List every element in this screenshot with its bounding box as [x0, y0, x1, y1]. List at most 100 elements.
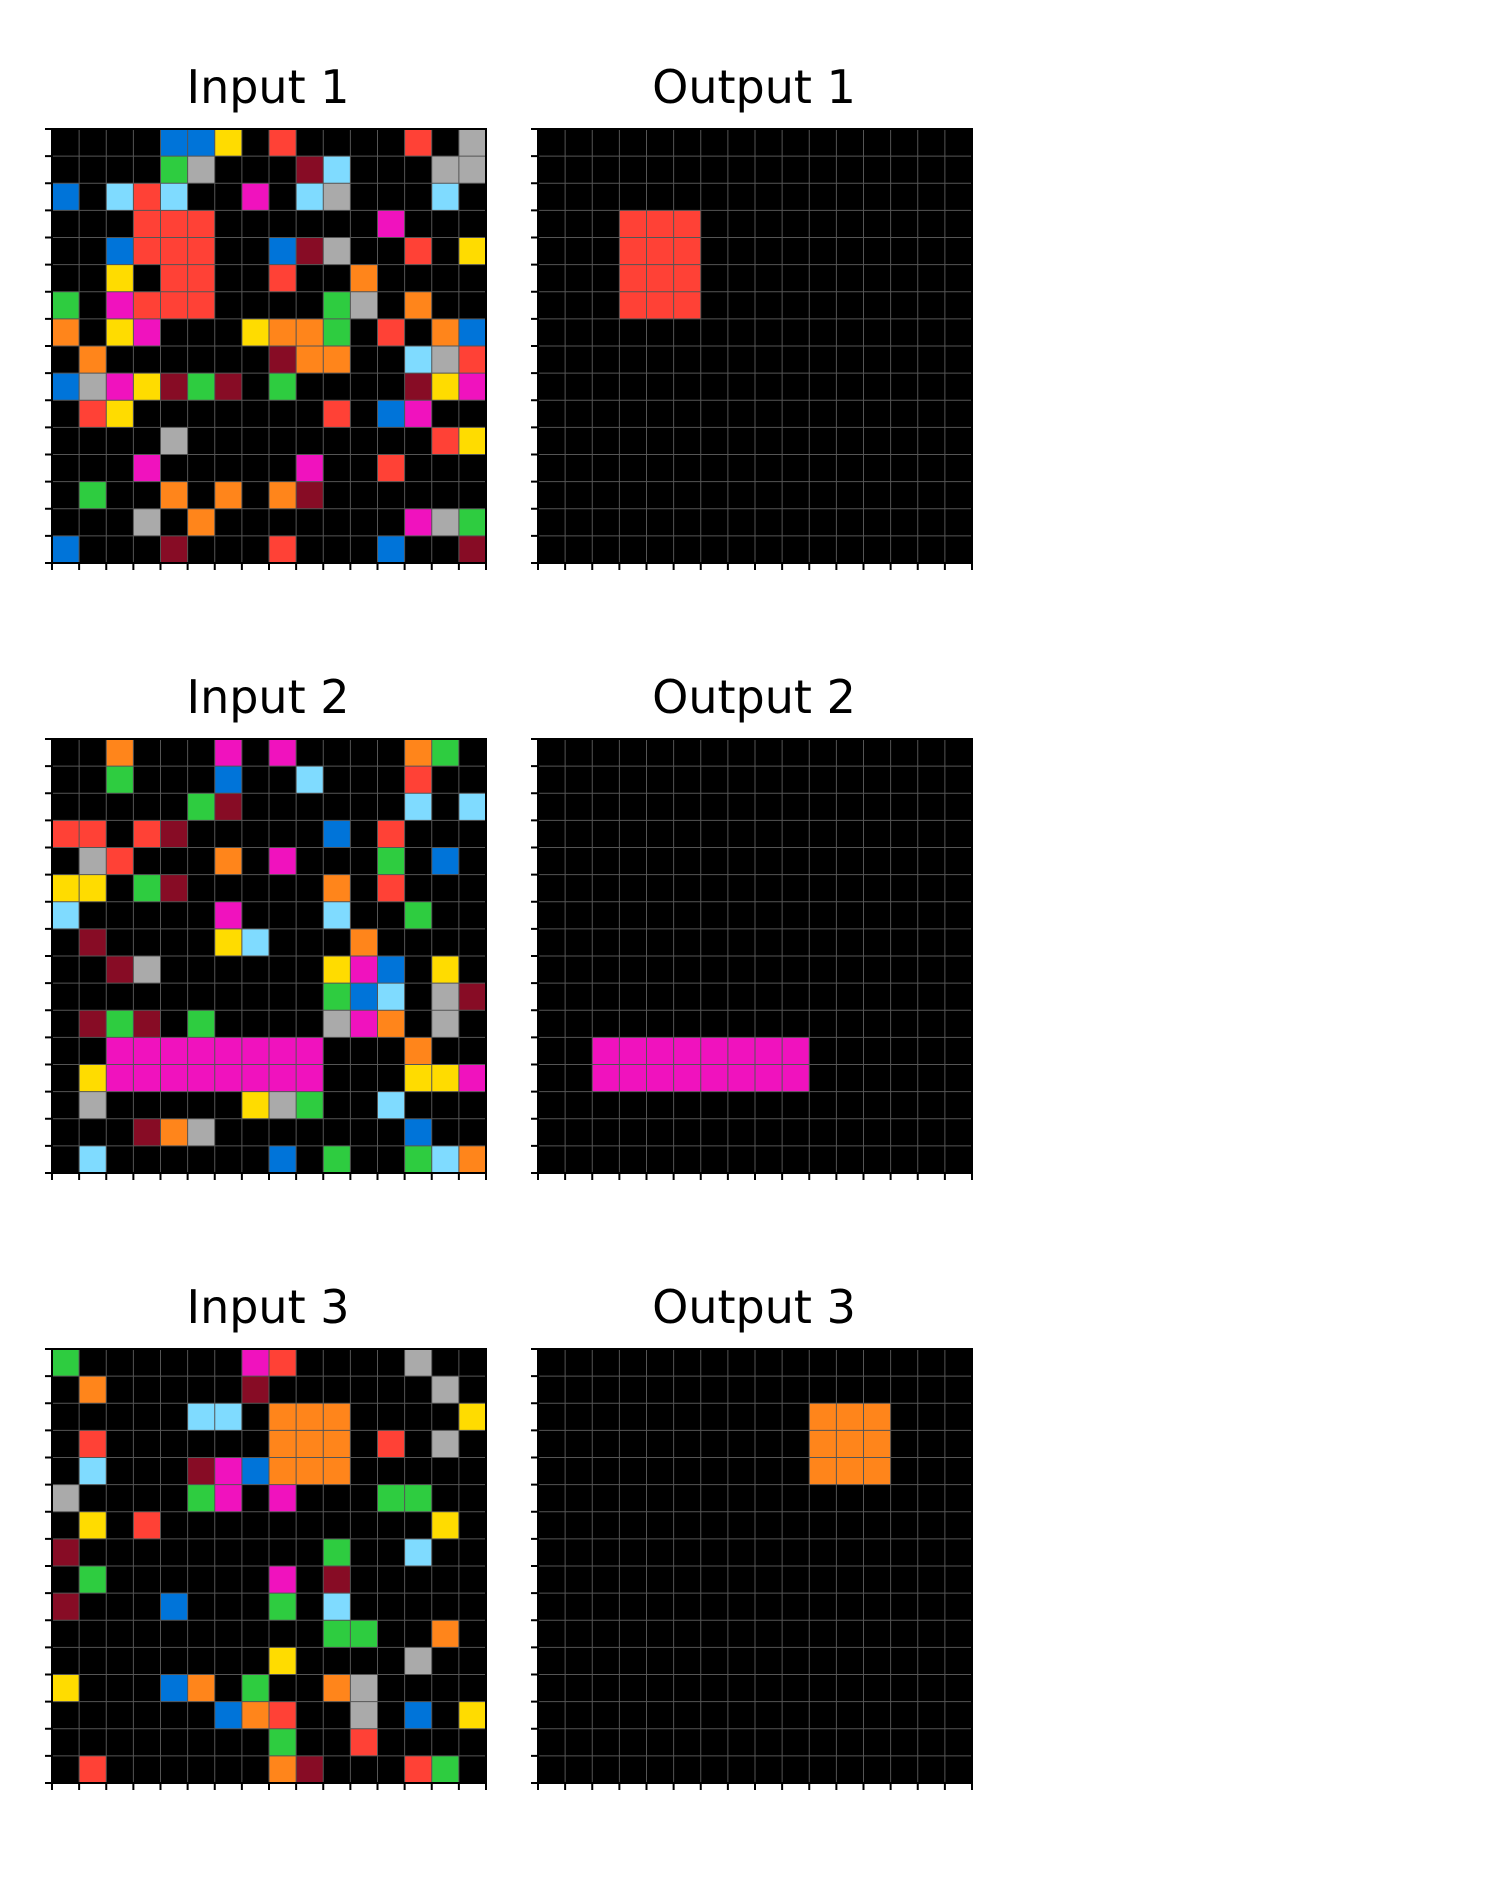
grid-cell — [106, 1010, 134, 1038]
grid-cell — [133, 1037, 161, 1065]
grid-cell — [214, 847, 242, 875]
output-3-title: Output 3 — [652, 1280, 856, 1334]
grid-cell — [52, 318, 80, 346]
grid-cell — [404, 129, 432, 157]
grid-cell — [214, 481, 242, 509]
grid-cell — [214, 129, 242, 157]
grid-cell — [187, 1064, 215, 1092]
grid-cell — [133, 874, 161, 902]
grid-cell — [404, 1538, 432, 1566]
grid-cell — [269, 264, 297, 292]
grid-cell — [377, 1430, 405, 1458]
grid-cell — [323, 1457, 351, 1485]
grid-cell — [323, 291, 351, 319]
grid-cell — [187, 373, 215, 401]
grid-cell — [79, 1091, 107, 1119]
grid-cell — [79, 1457, 107, 1485]
grid-cell — [187, 291, 215, 319]
grid-cell — [404, 237, 432, 265]
grid-cell — [323, 400, 351, 428]
grid-cell — [431, 847, 459, 875]
grid-cell — [241, 1091, 269, 1119]
grid-cell — [106, 739, 134, 767]
grid-cell — [296, 481, 324, 509]
grid-cell — [404, 766, 432, 794]
grid-cell — [187, 1674, 215, 1702]
grid-cell — [160, 1674, 188, 1702]
grid-cell — [458, 427, 486, 455]
grid-cell — [350, 1620, 378, 1648]
grid-cell — [133, 956, 161, 984]
grid-cell — [404, 373, 432, 401]
grid-cell — [809, 1403, 837, 1431]
grid-cell — [160, 1037, 188, 1065]
grid-cell — [592, 1064, 620, 1092]
grid-cell — [431, 1511, 459, 1539]
grid-cell — [619, 291, 647, 319]
grid-cell — [79, 1376, 107, 1404]
grid-cell — [404, 1064, 432, 1092]
grid-cell — [863, 1457, 891, 1485]
grid-cell — [79, 820, 107, 848]
grid-cell — [133, 1511, 161, 1539]
input-1-title: Input 1 — [187, 60, 350, 114]
output-2-title: Output 2 — [652, 670, 856, 724]
grid-cell — [269, 1593, 297, 1621]
grid-cell — [187, 1484, 215, 1512]
grid-cell — [404, 1484, 432, 1512]
grid-cell — [296, 454, 324, 482]
grid-cell — [133, 454, 161, 482]
grid-cell — [52, 291, 80, 319]
grid-cell — [296, 237, 324, 265]
grid-cell — [133, 210, 161, 238]
grid-cell — [431, 183, 459, 211]
grid-cell — [404, 291, 432, 319]
grid-cell — [187, 1457, 215, 1485]
output-1-grid-frame — [537, 128, 973, 564]
grid-cell — [269, 739, 297, 767]
grid-cell — [241, 1701, 269, 1729]
grid-cell — [323, 901, 351, 929]
input-2-title: Input 2 — [187, 670, 350, 724]
grid-cell — [458, 1701, 486, 1729]
grid-cell — [323, 820, 351, 848]
grid-cell — [241, 183, 269, 211]
grid-cell — [458, 1403, 486, 1431]
grid-cell — [673, 1064, 701, 1092]
grid-cell — [214, 1037, 242, 1065]
grid-cell — [323, 874, 351, 902]
grid-cell — [214, 766, 242, 794]
grid-cell — [646, 210, 674, 238]
grid-cell — [431, 1755, 459, 1783]
input-2-grid — [45, 738, 487, 1180]
grid-cell — [863, 1403, 891, 1431]
grid-cell — [323, 156, 351, 184]
grid-cell — [350, 983, 378, 1011]
grid-cell — [350, 264, 378, 292]
input-1-grid-frame — [51, 128, 487, 564]
grid-cell — [458, 156, 486, 184]
grid-cell — [241, 1064, 269, 1092]
grid-cell — [106, 373, 134, 401]
grid-cell — [52, 1349, 80, 1377]
grid-cell — [619, 237, 647, 265]
grid-cell — [673, 237, 701, 265]
grid-cell — [187, 156, 215, 184]
grid-cell — [323, 1145, 351, 1173]
grid-cell — [377, 400, 405, 428]
grid-cell — [79, 1566, 107, 1594]
grid-cell — [187, 237, 215, 265]
grid-cell — [646, 1064, 674, 1092]
grid-cell — [79, 373, 107, 401]
grid-cell — [377, 535, 405, 563]
grid-cell — [646, 237, 674, 265]
grid-cell — [431, 508, 459, 536]
grid-cell — [106, 766, 134, 794]
grid-cell — [350, 1701, 378, 1729]
grid-cell — [458, 1064, 486, 1092]
grid-cell — [269, 1701, 297, 1729]
grid-cell — [269, 1091, 297, 1119]
grid-cell — [350, 928, 378, 956]
grid-cell — [187, 793, 215, 821]
grid-cell — [187, 210, 215, 238]
